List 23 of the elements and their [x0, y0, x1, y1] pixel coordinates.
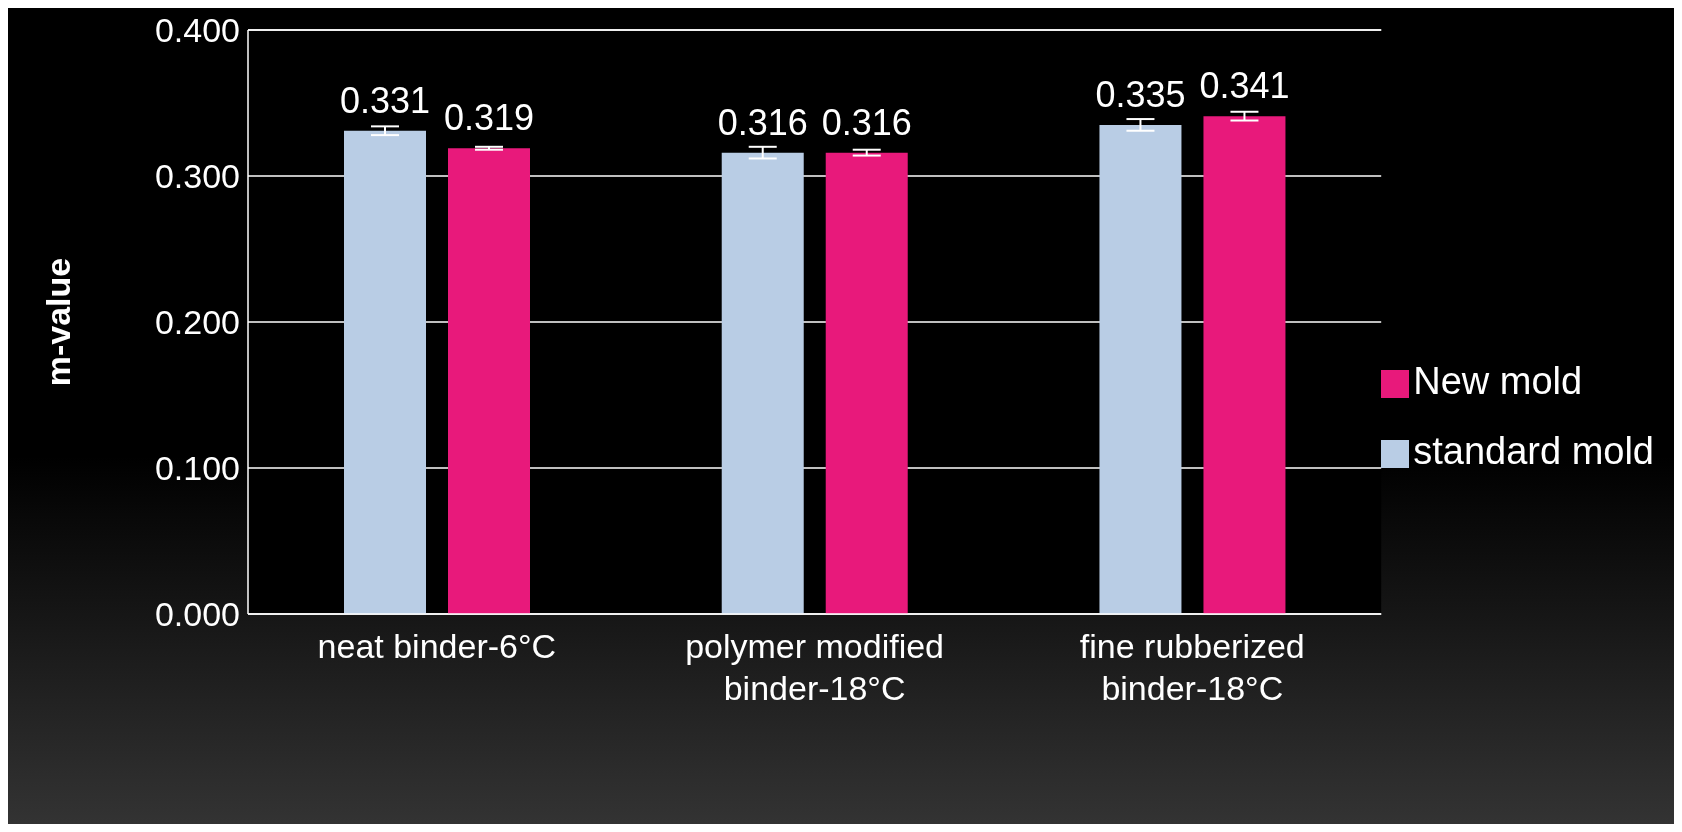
- y-tick-label: 0.000: [154, 595, 240, 634]
- y-tick-label: 0.400: [154, 11, 240, 50]
- data-label: 0.341: [1199, 65, 1290, 107]
- data-label: 0.316: [717, 101, 808, 143]
- legend-label: standard mold: [1413, 430, 1654, 472]
- x-tick-label: polymer modified binder-18°C: [685, 627, 945, 707]
- y-tick-label: 0.300: [154, 157, 240, 196]
- y-tick-label: 0.100: [154, 449, 240, 488]
- data-label: 0.319: [443, 97, 535, 139]
- y-tick-label: 0.200: [154, 303, 240, 342]
- bar: [448, 148, 530, 614]
- bar: [1203, 116, 1286, 614]
- legend-label: New mold: [1413, 360, 1583, 402]
- bar: [344, 130, 426, 614]
- bar: [721, 152, 804, 614]
- x-tick-label: fine rubberized binder-18°C: [1079, 627, 1305, 707]
- data-label: 0.331: [339, 79, 431, 121]
- x-tick-label: neat binder-6°C: [317, 627, 557, 665]
- bar: [825, 152, 908, 614]
- y-axis-title: m-value: [39, 257, 78, 387]
- data-label: 0.316: [821, 101, 912, 143]
- data-label: 0.335: [1095, 73, 1186, 115]
- bar: [1099, 124, 1182, 614]
